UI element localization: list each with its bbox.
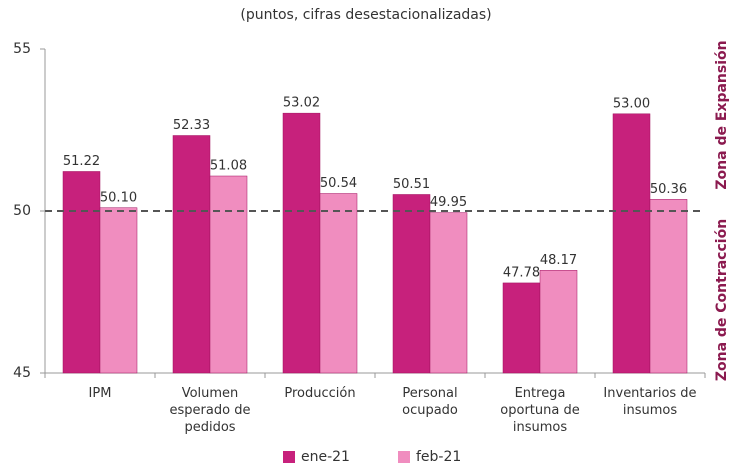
chart-title: (puntos, cifras desestacionalizadas)	[240, 7, 491, 23]
bar	[319, 193, 358, 374]
data-label: 51.08	[210, 159, 247, 174]
x-tick-label: Inventarios de insumos	[603, 386, 697, 418]
bar	[282, 112, 321, 374]
data-label: 50.36	[650, 182, 687, 197]
data-label: 52.33	[173, 118, 210, 133]
data-label: 53.02	[283, 96, 320, 111]
x-tick-label: Personal ocupado	[402, 386, 458, 418]
x-tick-label: Producción	[284, 386, 356, 401]
data-label: 49.95	[430, 195, 467, 210]
bar	[172, 135, 211, 374]
x-tick-label: Entrega oportuna de insumos	[500, 386, 580, 435]
legend-swatch	[398, 451, 410, 463]
data-label: 53.00	[613, 96, 650, 111]
zone-label-upper: Zona de Expansión	[714, 40, 730, 189]
bar	[539, 270, 578, 374]
legend-swatch	[283, 451, 295, 463]
data-label: 47.78	[503, 265, 540, 280]
data-label: 50.51	[393, 177, 430, 192]
bar	[429, 212, 468, 374]
data-label: 48.17	[540, 253, 577, 268]
zone-label-lower: Zona de Contracción	[714, 219, 730, 381]
legend-label: feb-21	[416, 449, 461, 465]
bar	[649, 199, 688, 374]
data-label: 51.22	[63, 154, 100, 169]
data-label: 50.10	[100, 190, 137, 205]
bar	[62, 171, 101, 374]
bar	[392, 194, 431, 374]
bar	[99, 207, 138, 374]
data-label: 50.54	[320, 176, 357, 191]
bar	[612, 113, 651, 374]
x-tick-label: Volumen esperado de pedidos	[169, 386, 251, 435]
bar	[209, 175, 248, 374]
y-tick-label: 45	[13, 365, 31, 381]
legend-label: ene-21	[301, 449, 350, 465]
x-tick-label: IPM	[88, 386, 112, 401]
y-tick-label: 55	[13, 41, 31, 57]
y-tick-label: 50	[13, 203, 31, 219]
bar	[502, 282, 541, 374]
